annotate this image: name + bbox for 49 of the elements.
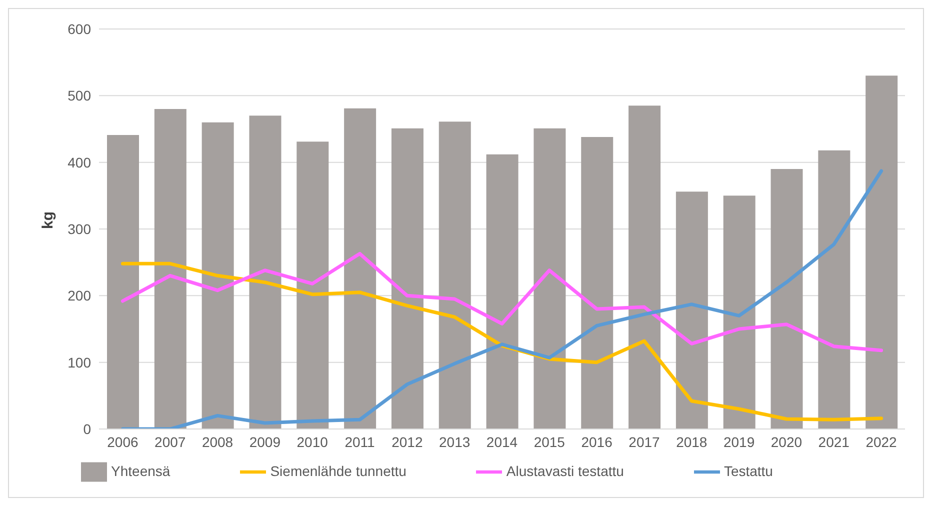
- y-axis-title: kg: [39, 211, 56, 229]
- y-tick-label: 300: [68, 220, 92, 237]
- bar: [581, 137, 614, 429]
- x-tick-label: 2009: [249, 434, 281, 450]
- x-tick-label: 2017: [628, 434, 660, 450]
- bar: [723, 196, 756, 429]
- bar: [438, 122, 471, 429]
- bar: [296, 142, 329, 429]
- bar: [676, 192, 708, 429]
- legend-label: Siemenlähde tunnettu: [270, 462, 406, 479]
- x-tick-label: 2014: [486, 434, 518, 450]
- x-tick-label: 2022: [866, 434, 898, 450]
- line-series: [120, 262, 884, 422]
- legend-label: Yhteensä: [111, 462, 170, 479]
- y-tick-label: 500: [68, 88, 92, 104]
- line-series: [120, 252, 884, 352]
- legend-label: Alustavasti testattu: [506, 462, 624, 479]
- x-tick-label: 2020: [770, 434, 802, 450]
- bar: [818, 150, 850, 429]
- y-tick-label: 0: [83, 420, 92, 437]
- line-series: [120, 169, 884, 429]
- bar: [391, 128, 424, 429]
- x-tick-label: 2018: [676, 434, 708, 450]
- x-tick-label: 2011: [344, 434, 376, 450]
- x-tick-label: 2013: [439, 434, 470, 450]
- bar: [486, 154, 518, 429]
- x-tick-label: 2008: [202, 434, 234, 450]
- legend-label: Testattu: [724, 462, 773, 479]
- y-tick-label: 200: [68, 288, 92, 304]
- bar: [107, 135, 139, 429]
- x-tick-label: 2010: [296, 434, 328, 450]
- bar: [154, 109, 186, 429]
- x-tick-label: 2019: [723, 434, 755, 450]
- bar: [202, 122, 234, 429]
- x-tick-label: 2021: [818, 434, 850, 450]
- bar: [534, 128, 566, 429]
- bar: [344, 108, 376, 429]
- x-tick-label: 2006: [107, 434, 138, 450]
- x-tick-label: 2015: [534, 434, 566, 450]
- x-tick-label: 2016: [581, 434, 613, 450]
- bar: [770, 169, 803, 429]
- y-tick-label: 400: [68, 154, 92, 170]
- bar: [249, 116, 282, 429]
- x-tick-label: 2007: [154, 434, 186, 450]
- bar: [628, 106, 661, 429]
- x-tick-label: 2012: [392, 434, 423, 450]
- bar: [866, 76, 898, 429]
- y-tick-label: 600: [68, 20, 92, 37]
- y-tick-label: 100: [68, 354, 92, 370]
